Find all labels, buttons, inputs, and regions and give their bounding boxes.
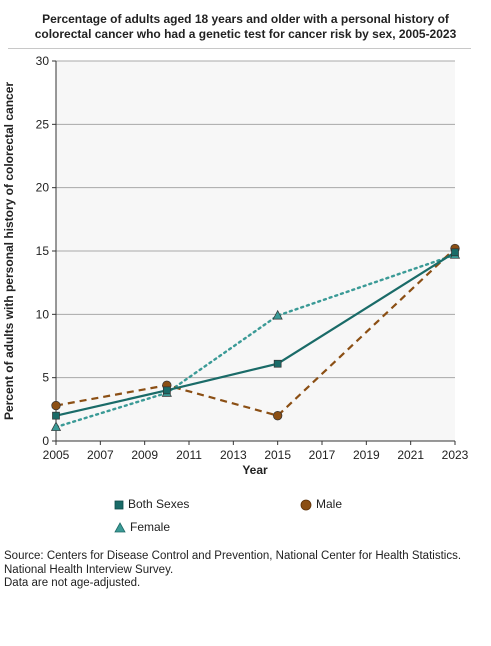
legend-item-both-sexes: Both Sexes: [114, 497, 189, 511]
y-tick-labels: 0 5 10 15 20 25 30: [36, 54, 56, 448]
x-tick-label: 2019: [353, 448, 380, 462]
x-tick-label: 2009: [131, 448, 158, 462]
chart-title-line-2: colorectal cancer who had a genetic test…: [34, 27, 457, 41]
square-marker-icon: [114, 500, 124, 510]
data-point-both-sexes: [451, 248, 459, 257]
y-axis-title: Percent of adults with personal history …: [2, 82, 16, 420]
x-tick-label: 2015: [264, 448, 291, 462]
x-tick-label: 2013: [220, 448, 247, 462]
chart-title: Percentage of adults aged 18 years and o…: [0, 12, 491, 42]
y-tick-label: 10: [36, 307, 50, 321]
gridlines: [56, 60, 455, 379]
y-tick-label: 25: [36, 117, 50, 131]
legend-label-both-sexes: Both Sexes: [128, 497, 190, 511]
data-point-both-sexes: [273, 359, 282, 368]
data-point-female: [272, 309, 283, 320]
y-tick-label: 5: [42, 371, 49, 385]
y-tick-label: 0: [42, 434, 49, 448]
series-line-both-sexes: [55, 251, 456, 417]
x-tick-label: 2011: [176, 448, 202, 462]
series-line-male: [55, 247, 456, 417]
legend-label-male: Male: [316, 497, 343, 511]
circle-marker-icon: [300, 499, 312, 511]
x-tick-label: 2007: [87, 448, 114, 462]
y-tick-label: 20: [36, 181, 50, 195]
y-tick-label: 15: [36, 244, 50, 258]
x-tick-label: 2023: [442, 448, 469, 462]
y-tick-label: 30: [36, 54, 50, 68]
legend-item-female: Female: [114, 520, 170, 534]
data-point-both-sexes: [162, 386, 171, 395]
source-line-2: National Health Interview Survey.: [4, 563, 174, 576]
data-point-female: [50, 421, 62, 431]
x-tick-labels: 2005 2007 2009 2011 2013 2015 2017 2019 2021 2023: [43, 441, 469, 462]
triangle-marker-icon: [114, 522, 126, 533]
source-note: Source: Centers for Disease Control and …: [4, 550, 461, 591]
x-tick-label: 2005: [43, 448, 70, 462]
x-tick-label: 2017: [309, 448, 336, 462]
series-group: [50, 243, 461, 431]
source-line-1: Source: Centers for Disease Control and …: [4, 550, 462, 562]
data-point-both-sexes: [52, 411, 60, 420]
series-line-female: [54, 253, 457, 429]
data-point-male: [51, 400, 61, 411]
legend-item-male: Male: [300, 497, 342, 511]
source-line-3: Data are not age-adjusted.: [4, 577, 141, 589]
chart-title-line-1: Percentage of adults aged 18 years and o…: [42, 12, 449, 26]
x-axis-title: Year: [242, 463, 268, 477]
x-tick-label: 2021: [397, 448, 424, 462]
legend-label-female: Female: [130, 520, 171, 534]
title-divider: [8, 48, 471, 49]
data-point-male: [273, 411, 283, 421]
